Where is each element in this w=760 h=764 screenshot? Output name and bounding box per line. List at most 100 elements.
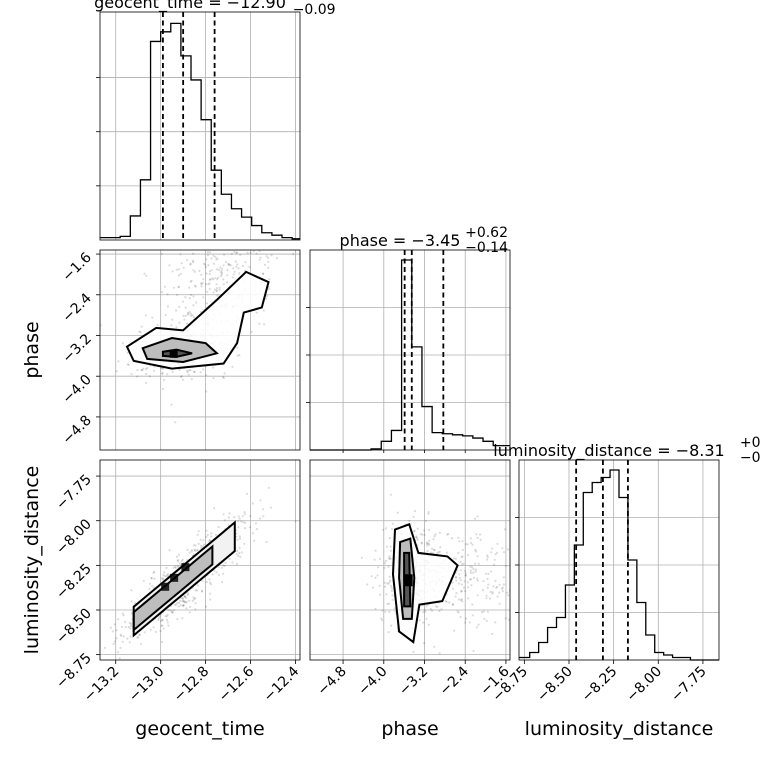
x-tick-label: −7.75 bbox=[668, 664, 710, 706]
sample-point bbox=[379, 557, 382, 561]
sample-point bbox=[374, 549, 377, 552]
sample-point bbox=[200, 590, 204, 593]
sample-point bbox=[208, 272, 211, 276]
sample-point bbox=[262, 309, 265, 312]
sample-point bbox=[179, 604, 182, 607]
sample-point bbox=[486, 558, 489, 561]
sample-point bbox=[196, 548, 199, 552]
sample-point bbox=[145, 372, 148, 376]
sample-point bbox=[243, 527, 247, 530]
sample-point bbox=[476, 577, 479, 580]
sample-point bbox=[206, 290, 209, 293]
sample-point bbox=[130, 612, 133, 615]
sample-point bbox=[138, 633, 142, 636]
sample-point bbox=[204, 605, 208, 608]
y-tick-label: −1.6 bbox=[59, 250, 94, 285]
density-peak bbox=[404, 574, 413, 587]
sample-point bbox=[243, 513, 246, 516]
sample-point bbox=[118, 657, 121, 660]
sample-point bbox=[209, 583, 213, 586]
sample-point bbox=[207, 283, 210, 286]
sample-point bbox=[496, 595, 499, 598]
sample-point bbox=[216, 257, 219, 260]
sample-point bbox=[420, 542, 423, 545]
x-tick-label: −12.4 bbox=[261, 663, 303, 705]
sample-point bbox=[477, 562, 480, 565]
sample-point bbox=[205, 302, 208, 305]
sample-point bbox=[456, 610, 459, 613]
title-minus: −0.14 bbox=[465, 240, 508, 256]
sample-point bbox=[522, 560, 524, 562]
y-tick-label: −8.50 bbox=[53, 606, 95, 648]
sample-point bbox=[193, 370, 196, 373]
histogram-geocent_time bbox=[100, 22, 300, 240]
sample-point bbox=[138, 633, 141, 636]
sample-point bbox=[459, 569, 462, 572]
sample-point bbox=[161, 618, 164, 621]
sample-point bbox=[211, 573, 214, 576]
sample-point bbox=[436, 605, 439, 608]
sample-point bbox=[176, 565, 179, 568]
sample-point bbox=[230, 252, 233, 256]
sample-point bbox=[136, 375, 139, 378]
sample-point bbox=[170, 403, 173, 406]
sample-point bbox=[426, 542, 429, 545]
sample-point bbox=[128, 641, 131, 644]
sample-point bbox=[469, 541, 473, 545]
sample-point bbox=[487, 572, 490, 576]
sample-point bbox=[241, 242, 243, 244]
sample-point bbox=[471, 603, 474, 606]
sample-point bbox=[385, 593, 388, 596]
sample-point bbox=[176, 555, 179, 558]
sample-point bbox=[197, 530, 200, 533]
sample-point bbox=[100, 324, 102, 327]
sample-point bbox=[189, 369, 192, 372]
sample-point bbox=[232, 244, 234, 246]
sample-point bbox=[188, 605, 192, 608]
sample-point bbox=[440, 608, 443, 611]
sample-point bbox=[491, 632, 494, 636]
sample-point bbox=[486, 577, 489, 580]
sample-point bbox=[170, 324, 173, 327]
sample-point bbox=[241, 515, 244, 518]
sample-point bbox=[237, 515, 240, 518]
sample-point bbox=[177, 274, 180, 277]
sample-point bbox=[390, 584, 393, 588]
sample-point bbox=[391, 594, 394, 597]
sample-point bbox=[512, 564, 514, 566]
sample-point bbox=[468, 578, 472, 581]
sample-point bbox=[212, 291, 215, 294]
sample-point bbox=[436, 552, 439, 555]
sample-point bbox=[240, 226, 242, 228]
sample-point bbox=[452, 557, 456, 560]
sample-point bbox=[197, 542, 200, 546]
sample-point bbox=[267, 266, 270, 269]
sample-point bbox=[241, 264, 244, 268]
sample-point bbox=[455, 579, 458, 582]
sample-point bbox=[427, 510, 430, 514]
sample-point bbox=[240, 551, 243, 554]
sample-point bbox=[192, 259, 195, 262]
sample-point bbox=[193, 598, 196, 601]
sample-point bbox=[164, 313, 167, 317]
sample-point bbox=[182, 597, 185, 601]
sample-point bbox=[185, 607, 188, 610]
sample-point bbox=[205, 581, 208, 584]
sample-point bbox=[235, 553, 238, 556]
sample-point bbox=[196, 533, 199, 537]
sample-point bbox=[194, 597, 197, 600]
sample-point bbox=[192, 596, 195, 599]
sample-point bbox=[188, 599, 191, 603]
sample-point bbox=[130, 373, 133, 376]
sample-point bbox=[166, 373, 169, 376]
sample-point bbox=[539, 539, 541, 541]
sample-point bbox=[381, 619, 384, 622]
sample-point bbox=[538, 583, 540, 585]
sample-point bbox=[237, 520, 240, 523]
sample-point bbox=[265, 297, 268, 300]
sample-point bbox=[467, 586, 470, 589]
sample-point bbox=[184, 314, 187, 317]
sample-point bbox=[187, 373, 190, 376]
sample-point bbox=[498, 602, 501, 605]
sample-point bbox=[220, 273, 223, 276]
